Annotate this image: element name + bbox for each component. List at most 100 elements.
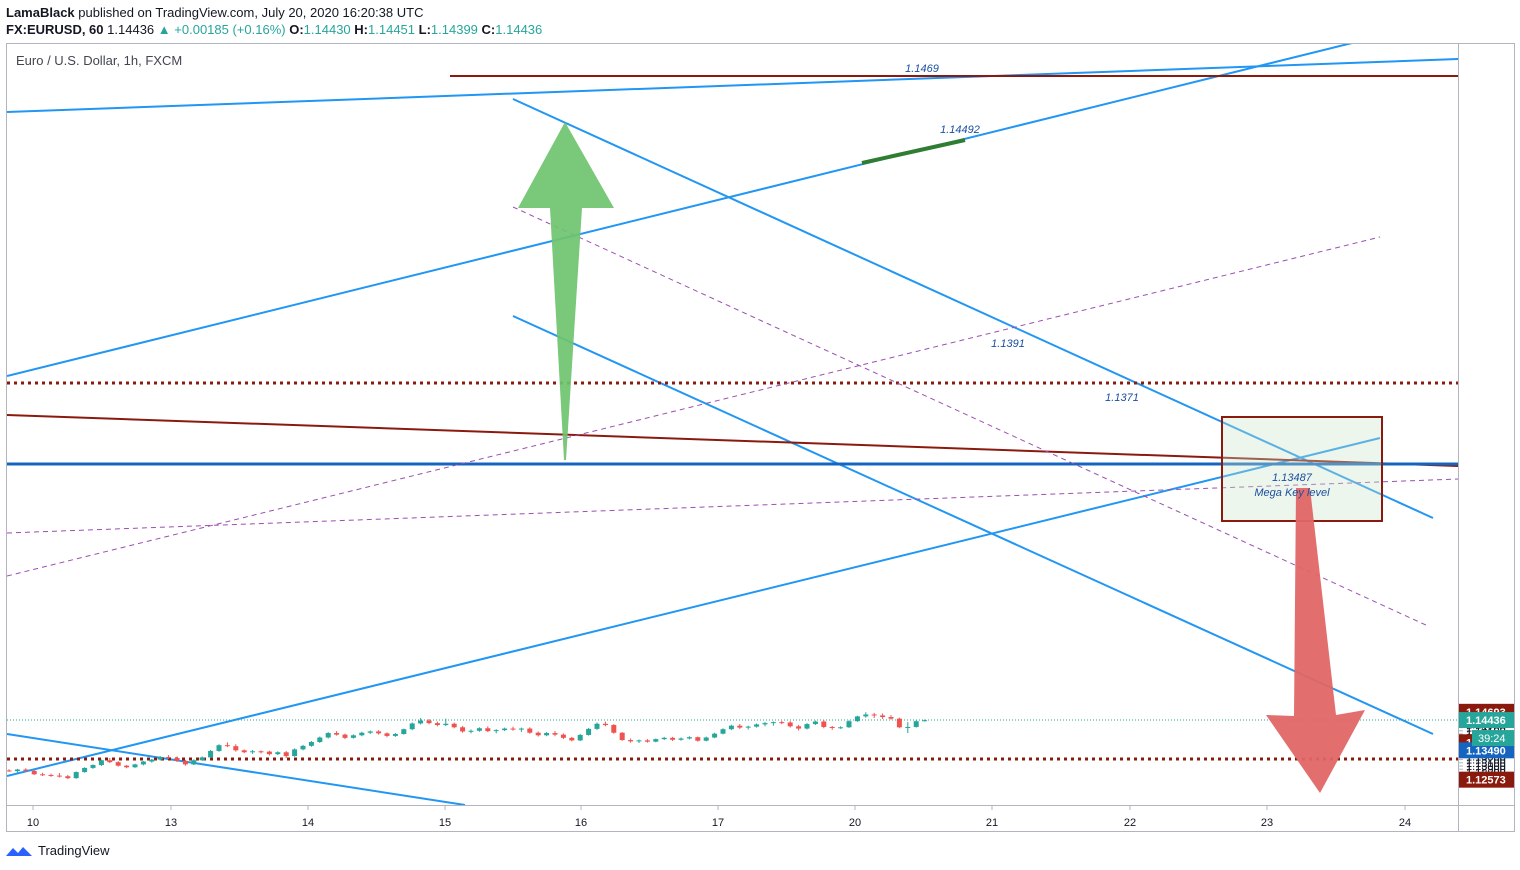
candle-body <box>107 760 113 763</box>
candle-body <box>216 745 222 751</box>
annotation-label: 1.14492 <box>940 124 980 136</box>
candle-body <box>888 717 894 719</box>
candle-body <box>292 749 298 757</box>
high-value: 1.14451 <box>368 22 416 37</box>
candle <box>544 732 550 737</box>
candle-body <box>653 739 659 742</box>
annotation-label: Mega Key level <box>1254 487 1330 499</box>
candle-body <box>283 752 289 757</box>
x-tick-label: 20 <box>849 817 861 829</box>
candle <box>602 721 608 727</box>
candle <box>401 728 407 735</box>
candle-body <box>569 737 575 741</box>
candle <box>31 770 37 775</box>
candle <box>661 736 667 741</box>
candle-body <box>224 745 230 747</box>
candle-body <box>250 751 256 753</box>
candle-body <box>98 760 104 766</box>
candle <box>350 734 356 739</box>
chart-title: Euro / U.S. Dollar, 1h, FXCM <box>16 53 182 68</box>
annotation-label: 1.1371 <box>1105 392 1139 404</box>
bottom-descending-line <box>7 733 466 805</box>
candle <box>628 738 634 743</box>
candle <box>670 736 676 742</box>
candle <box>275 751 281 756</box>
candle <box>258 750 264 754</box>
candle <box>56 773 62 778</box>
candle <box>619 732 625 741</box>
candle <box>502 727 508 732</box>
candle-body <box>56 775 62 777</box>
candle-body <box>48 774 54 776</box>
candle <box>48 773 54 777</box>
candle-body <box>199 757 205 761</box>
candle-body <box>905 726 911 728</box>
candle <box>821 719 827 729</box>
candle-body <box>686 737 692 739</box>
time-axis[interactable]: 10 13 14 15 16 17 20 21 22 23 24 <box>27 805 1411 829</box>
publisher-name: LamaBlack <box>6 5 75 20</box>
candle <box>796 725 802 731</box>
candle-body <box>838 727 844 729</box>
close-value: 1.14436 <box>495 22 543 37</box>
candle-body <box>586 728 592 735</box>
candle-body <box>871 714 877 716</box>
candle <box>779 720 785 725</box>
open-value: 1.14430 <box>303 22 351 37</box>
candle-body <box>208 750 214 758</box>
candle <box>712 732 718 739</box>
candle <box>863 712 869 718</box>
ohlc-bar: FX:EURUSD, 60 1.14436 ▲ +0.00185 (+0.16%… <box>6 22 542 37</box>
candle <box>40 772 46 776</box>
candle <box>812 720 818 726</box>
rising-channel-line <box>7 44 1353 377</box>
candle-body <box>409 723 415 730</box>
open-label: O: <box>289 22 304 37</box>
horizontal-resistance-line <box>7 414 1458 467</box>
candle <box>737 724 743 729</box>
candle <box>577 734 583 742</box>
y-tick-label: 1.13100 <box>1466 758 1506 770</box>
candle <box>308 741 314 747</box>
candle-body <box>434 723 440 726</box>
candle <box>166 755 172 759</box>
candle <box>888 715 894 720</box>
candle <box>14 768 20 773</box>
candle-body <box>334 733 340 735</box>
candle-body <box>544 733 550 736</box>
candle-body <box>460 727 466 732</box>
candle <box>199 756 205 761</box>
candle <box>216 744 222 752</box>
last-price: 1.14436 <box>107 22 155 37</box>
candle <box>149 758 155 763</box>
candle <box>880 713 886 719</box>
candle <box>636 739 642 743</box>
x-tick-label: 23 <box>1261 817 1273 829</box>
candle <box>23 768 29 772</box>
candle-body <box>577 734 583 741</box>
candle-body <box>7 770 12 772</box>
candle <box>140 760 146 766</box>
candle-body <box>754 724 760 727</box>
candle <box>82 767 88 773</box>
candle-body <box>644 740 650 742</box>
candle <box>896 717 902 729</box>
candle-body <box>82 767 88 773</box>
candle <box>552 731 558 737</box>
candle-body <box>350 735 356 738</box>
candle-body <box>384 733 390 736</box>
tradingview-footer[interactable]: TradingView <box>6 843 110 858</box>
candle-body <box>124 765 130 768</box>
descending-upper-line <box>512 98 1434 519</box>
candle-body <box>317 737 323 742</box>
candle-body <box>132 764 138 768</box>
candle <box>829 726 835 730</box>
candle-body <box>73 772 79 779</box>
candle <box>182 759 188 766</box>
candle-body <box>476 728 482 731</box>
candle-body <box>922 720 928 722</box>
candle-body <box>560 734 566 738</box>
candle-body <box>854 716 860 722</box>
purple-dashed-line-1 <box>7 478 1458 534</box>
